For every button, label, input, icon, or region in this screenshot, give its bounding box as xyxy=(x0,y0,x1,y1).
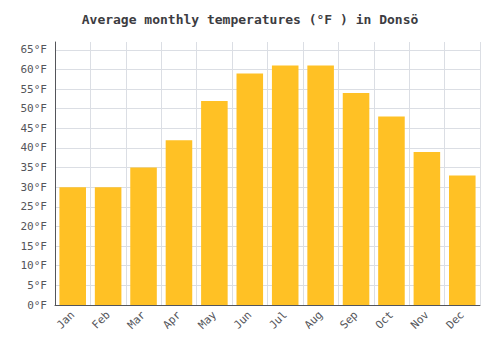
svg-text:Feb: Feb xyxy=(89,308,112,331)
svg-text:Average monthly temperatures (: Average monthly temperatures (°F ) in Do… xyxy=(82,12,419,27)
svg-text:60°F: 60°F xyxy=(21,63,48,76)
svg-text:0°F: 0°F xyxy=(27,299,47,312)
svg-text:Mar: Mar xyxy=(125,308,148,331)
svg-text:Jul: Jul xyxy=(267,308,290,331)
svg-text:65°F: 65°F xyxy=(21,43,48,56)
svg-text:Jun: Jun xyxy=(231,308,254,331)
svg-text:55°F: 55°F xyxy=(21,83,48,96)
svg-text:50°F: 50°F xyxy=(21,102,48,115)
svg-text:Oct: Oct xyxy=(373,308,396,331)
svg-text:15°F: 15°F xyxy=(21,240,48,253)
svg-text:Jan: Jan xyxy=(54,308,77,331)
svg-text:10°F: 10°F xyxy=(21,259,48,272)
svg-text:Dec: Dec xyxy=(444,308,467,331)
svg-text:Apr: Apr xyxy=(160,308,183,331)
svg-text:25°F: 25°F xyxy=(21,200,48,213)
svg-text:Nov: Nov xyxy=(408,308,431,331)
svg-text:35°F: 35°F xyxy=(21,161,48,174)
svg-text:Sep: Sep xyxy=(337,308,360,331)
svg-text:5°F: 5°F xyxy=(27,279,47,292)
svg-text:40°F: 40°F xyxy=(21,141,48,154)
svg-text:May: May xyxy=(196,308,219,331)
svg-text:30°F: 30°F xyxy=(21,181,48,194)
svg-text:Aug: Aug xyxy=(302,308,325,331)
svg-text:20°F: 20°F xyxy=(21,220,48,233)
svg-text:45°F: 45°F xyxy=(21,122,48,135)
